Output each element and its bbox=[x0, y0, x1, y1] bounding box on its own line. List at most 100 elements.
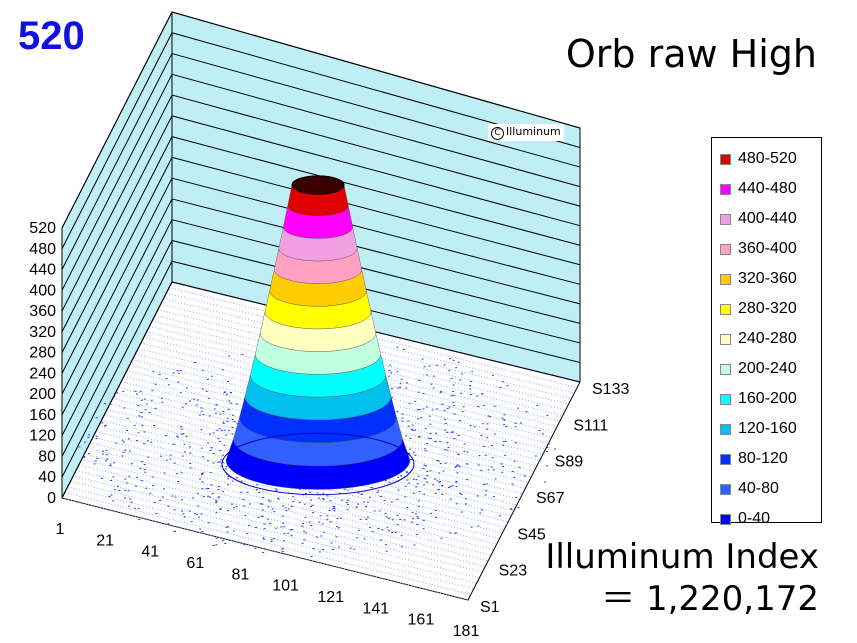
floor-noise bbox=[453, 384, 455, 385]
floor-noise bbox=[367, 517, 369, 518]
floor-noise bbox=[515, 423, 517, 424]
floor-noise bbox=[404, 496, 406, 497]
x-tick-label: 121 bbox=[317, 589, 344, 606]
floor-noise bbox=[110, 404, 112, 405]
floor-noise bbox=[140, 391, 142, 392]
floor-noise bbox=[212, 463, 214, 464]
floor-noise bbox=[391, 532, 393, 533]
floor-noise bbox=[517, 507, 519, 508]
floor-noise bbox=[388, 376, 390, 377]
floor-noise bbox=[388, 518, 390, 519]
floor-noise bbox=[456, 472, 458, 473]
floor-noise bbox=[448, 370, 450, 371]
floor-noise bbox=[546, 451, 548, 452]
floor-noise bbox=[453, 438, 455, 439]
floor-noise bbox=[299, 502, 301, 503]
floor-noise bbox=[501, 418, 503, 419]
floor-noise bbox=[363, 501, 365, 502]
floor-noise bbox=[380, 496, 382, 497]
floor-noise bbox=[536, 405, 538, 406]
floor-noise bbox=[177, 370, 179, 371]
floor-noise bbox=[378, 528, 380, 529]
floor-noise bbox=[161, 398, 163, 399]
floor-noise bbox=[413, 479, 415, 480]
floor-noise bbox=[134, 508, 136, 509]
floor-noise bbox=[548, 444, 550, 445]
floor-noise bbox=[386, 551, 388, 552]
floor-noise bbox=[413, 452, 415, 453]
floor-noise bbox=[396, 347, 398, 348]
floor-noise bbox=[518, 467, 520, 468]
legend-item: 280-320 bbox=[720, 294, 821, 324]
floor-noise bbox=[406, 480, 408, 481]
floor-noise bbox=[322, 549, 324, 550]
floor-noise bbox=[219, 450, 221, 451]
floor-noise bbox=[217, 489, 219, 490]
floor-noise bbox=[483, 405, 485, 406]
floor-noise bbox=[459, 420, 461, 421]
floor-noise bbox=[141, 461, 143, 462]
floor-noise bbox=[208, 488, 210, 489]
floor-noise bbox=[127, 418, 129, 419]
floor-noise bbox=[219, 441, 221, 442]
legend-label: 440-480 bbox=[738, 180, 797, 198]
floor-noise bbox=[131, 463, 133, 464]
floor-noise bbox=[101, 422, 103, 423]
legend-swatch bbox=[720, 334, 731, 345]
floor-noise bbox=[121, 455, 123, 456]
floor-noise bbox=[417, 518, 419, 519]
floor-noise bbox=[94, 463, 96, 464]
floor-noise bbox=[232, 427, 234, 428]
legend-label: 480-520 bbox=[738, 150, 797, 168]
floor-noise bbox=[430, 438, 432, 439]
floor-noise bbox=[446, 442, 448, 443]
floor-noise bbox=[450, 486, 452, 487]
floor-noise bbox=[337, 518, 339, 519]
copyright-icon: C bbox=[491, 127, 504, 140]
legend-swatch bbox=[720, 154, 731, 165]
floor-noise bbox=[174, 531, 176, 532]
floor-noise bbox=[281, 548, 283, 549]
floor-noise bbox=[455, 367, 457, 368]
floor-noise bbox=[320, 515, 322, 516]
floor-noise bbox=[167, 523, 169, 524]
floor-noise bbox=[249, 503, 251, 504]
floor-noise bbox=[247, 492, 249, 493]
floor-noise bbox=[174, 463, 176, 464]
floor-noise bbox=[444, 365, 446, 366]
floor-noise bbox=[385, 544, 387, 545]
floor-noise bbox=[282, 506, 284, 507]
floor-noise bbox=[173, 444, 175, 445]
floor-noise bbox=[263, 539, 265, 540]
legend-label: 200-240 bbox=[738, 360, 797, 378]
z-tick-label: 520 bbox=[29, 220, 56, 237]
floor-noise bbox=[448, 406, 450, 407]
floor-noise bbox=[122, 391, 124, 392]
floor-noise bbox=[503, 419, 505, 420]
floor-noise bbox=[353, 549, 355, 550]
floor-noise bbox=[189, 463, 191, 464]
floor-noise bbox=[243, 506, 245, 507]
floor-noise bbox=[128, 438, 130, 439]
floor-noise bbox=[365, 519, 367, 520]
floor-noise bbox=[227, 510, 229, 511]
floor-noise bbox=[268, 500, 270, 501]
floor-noise bbox=[101, 478, 103, 479]
floor-noise bbox=[202, 414, 204, 415]
floor-noise bbox=[96, 436, 98, 437]
floor-noise bbox=[517, 408, 519, 409]
floor-noise bbox=[141, 425, 143, 426]
floor-noise bbox=[161, 402, 163, 403]
floor-noise bbox=[166, 378, 168, 379]
floor-noise bbox=[222, 422, 224, 423]
floor-noise bbox=[400, 475, 402, 476]
floor-noise bbox=[447, 447, 449, 448]
floor-noise bbox=[406, 471, 408, 472]
floor-noise bbox=[244, 515, 246, 516]
floor-noise bbox=[338, 527, 340, 528]
floor-noise bbox=[332, 549, 334, 550]
floor-noise bbox=[102, 454, 104, 455]
floor-noise bbox=[227, 421, 229, 422]
floor-noise bbox=[282, 516, 284, 517]
floor-noise bbox=[122, 440, 124, 441]
